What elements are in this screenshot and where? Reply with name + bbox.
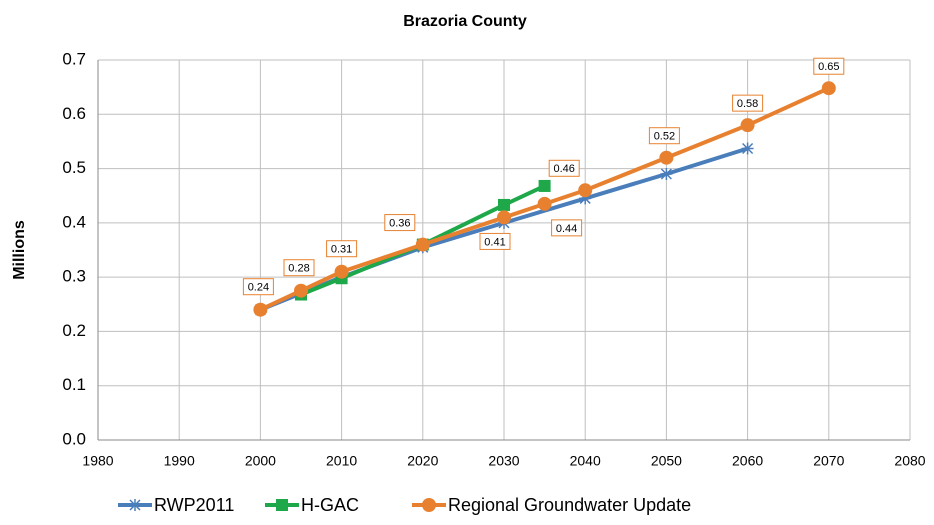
- y-tick-label: 0.5: [62, 158, 86, 177]
- data-label-box: [326, 240, 358, 258]
- data-label: 0.36: [389, 217, 410, 229]
- series-line: [259, 86, 830, 312]
- data-label: 0.31: [331, 244, 352, 256]
- legend-label: Regional Groundwater Update: [448, 495, 691, 515]
- marker: [129, 499, 141, 511]
- data-label-box: [242, 278, 274, 296]
- x-tick-label: 2050: [651, 453, 682, 469]
- chart-title: Brazoria County: [403, 13, 527, 30]
- data-label: 0.28: [288, 263, 309, 275]
- marker: [497, 210, 511, 225]
- legend-label: H-GAC: [301, 495, 359, 515]
- marker: [253, 302, 268, 317]
- marker: [579, 192, 592, 205]
- data-label-box: [813, 57, 845, 75]
- data-label-box: [548, 159, 580, 177]
- data-label: 0.41: [484, 236, 505, 248]
- data-label-box: [283, 259, 315, 277]
- x-tick-label: 1980: [82, 453, 113, 469]
- marker: [578, 183, 593, 198]
- data-label: 0.44: [556, 223, 577, 235]
- marker: [422, 498, 436, 512]
- marker: [538, 179, 551, 192]
- x-tick-label: 2030: [488, 453, 519, 469]
- marker: [415, 237, 430, 252]
- data-label: 0.65: [818, 61, 839, 73]
- y-axis-label: Millions: [11, 220, 28, 280]
- marker: [821, 81, 836, 96]
- x-tick-label: 2020: [407, 453, 438, 469]
- data-label-box: [479, 232, 511, 250]
- y-tick-label: 0.7: [62, 49, 86, 68]
- y-tick-label: 0.3: [62, 267, 86, 286]
- x-tick-label: 2080: [894, 453, 925, 469]
- x-tick-label: 2060: [732, 453, 763, 469]
- x-tick-label: 2010: [326, 453, 357, 469]
- x-tick-label: 1990: [164, 453, 195, 469]
- y-tick-label: 0.2: [62, 321, 86, 340]
- marker: [276, 499, 288, 511]
- marker: [334, 264, 349, 279]
- y-tick-label: 0.6: [62, 104, 86, 123]
- data-label-box: [732, 94, 764, 112]
- y-tick-label: 0.0: [62, 429, 86, 448]
- marker: [660, 168, 673, 180]
- data-label: 0.24: [248, 282, 269, 294]
- data-label-box: [551, 219, 583, 237]
- data-label: 0.52: [654, 131, 675, 143]
- marker: [740, 118, 755, 133]
- marker: [294, 283, 308, 298]
- data-label-box: [648, 127, 680, 145]
- data-label-box: [384, 214, 416, 232]
- marker: [659, 150, 674, 165]
- marker: [741, 142, 754, 155]
- marker: [537, 196, 552, 211]
- x-tick-label: 2070: [813, 453, 844, 469]
- x-tick-label: 2040: [570, 453, 601, 469]
- x-tick-label: 2000: [245, 453, 276, 469]
- marker: [498, 198, 510, 211]
- legend-label: RWP2011: [154, 495, 234, 515]
- y-tick-label: 0.4: [62, 212, 86, 231]
- data-label: 0.58: [737, 98, 758, 110]
- data-label: 0.46: [553, 163, 574, 175]
- y-tick-label: 0.1: [62, 375, 86, 394]
